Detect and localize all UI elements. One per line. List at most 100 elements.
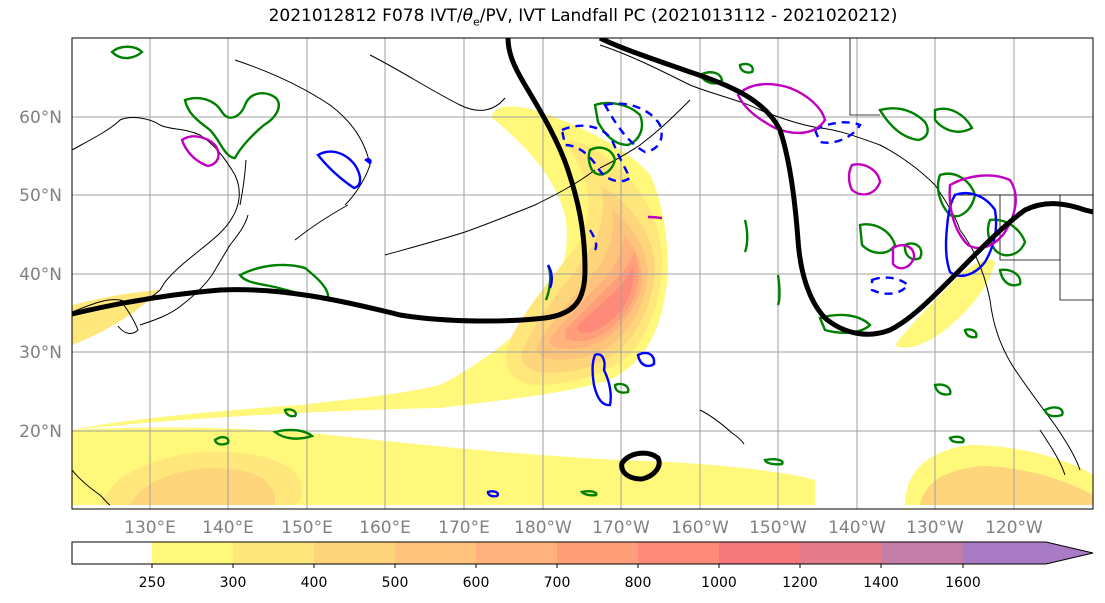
lon-label: 130°E	[124, 518, 176, 538]
theta-e-subtropic-5	[948, 406, 1064, 444]
lat-label: 60°N	[19, 108, 62, 128]
theta-e-subtropic-4	[579, 458, 784, 497]
pv-neg-kamchatka	[316, 150, 362, 190]
coast-baja	[1039, 429, 1066, 476]
lon-label: 180°W	[514, 518, 572, 538]
colorbar-labels: 250 300 400 500 600 700 800 1000 1200 14…	[139, 575, 981, 591]
anomaly-line-east	[598, 38, 1093, 337]
theta-e-coast	[986, 218, 1027, 287]
ivt-fill-600	[549, 236, 643, 349]
ivt-shading	[72, 106, 1093, 506]
border-alaska-canada	[849, 38, 880, 116]
coast-kuril	[294, 204, 349, 241]
theta-e-subtropic-6	[933, 328, 978, 396]
lon-label: 160°E	[359, 518, 411, 538]
colorbar-cell	[963, 542, 1046, 564]
colorbar-cell	[800, 542, 881, 564]
theta-e-subtropic-2	[283, 408, 297, 418]
colorbar-label: 600	[463, 575, 490, 591]
ivt-fill-700	[565, 252, 639, 342]
colorbar-label: 1600	[945, 575, 981, 591]
colorbar-cell	[719, 542, 800, 564]
colorbar-label: 1200	[782, 575, 818, 591]
pv-neg-gulf-dashed	[813, 121, 862, 144]
pv-pos-bc	[948, 174, 1017, 250]
colorbar-cell	[638, 542, 719, 564]
pv-neg-dateline	[591, 353, 612, 407]
theta-e-bering	[698, 62, 754, 85]
border-states	[999, 195, 1093, 301]
colorbar-cells	[72, 542, 1046, 564]
map-frame	[71, 37, 1094, 510]
lat-label: 40°N	[19, 265, 62, 285]
latitude-labels: 60°N 50°N 40°N 30°N 20°N	[19, 108, 62, 442]
anomaly-line-main	[72, 38, 588, 324]
pv-neg-small-1	[364, 158, 372, 165]
colorbar-extend-arrow	[1046, 542, 1093, 564]
pv-pos-bering	[736, 82, 827, 135]
lon-label: 120°W	[985, 518, 1043, 538]
lon-label: 130°W	[906, 518, 964, 538]
pv-pos-dateline	[647, 215, 663, 220]
colorbar-label: 700	[544, 575, 571, 591]
colorbar-cell	[152, 542, 233, 564]
lon-label: 140°E	[202, 518, 254, 538]
lat-label: 30°N	[19, 343, 62, 363]
lat-label: 50°N	[19, 186, 62, 206]
theta-e-asia-top	[110, 45, 144, 60]
coast-sakhalin	[239, 159, 247, 206]
colorbar-label: 400	[301, 575, 328, 591]
colorbar-cell	[476, 542, 557, 564]
lon-label: 160°W	[671, 518, 729, 538]
colorbar-label: 500	[382, 575, 409, 591]
colorbar-cell	[395, 542, 476, 564]
colorbar-label: 250	[139, 575, 166, 591]
pv-neg-dateline-3	[546, 264, 553, 289]
colorbar-label: 1000	[701, 575, 737, 591]
theta-e-asia-north	[183, 92, 280, 160]
map-panel	[72, 38, 1093, 509]
theta-e-tibet	[213, 435, 230, 446]
theta-e-subtropic-1	[272, 428, 315, 440]
colorbar: 250 300 400 500 600 700 800 1000 1200 14…	[71, 541, 1094, 591]
anomaly-line-subtropic	[619, 450, 662, 482]
lon-label: 140°W	[828, 518, 886, 538]
map-title: 2021012812 F078 IVT/θe/PV, IVT Landfall …	[268, 6, 898, 29]
pv-neg-aleutian-dashed	[603, 102, 663, 154]
ivt-anomaly-contour	[72, 38, 1093, 482]
colorbar-label: 800	[625, 575, 652, 591]
longitude-labels: 130°E 140°E 150°E 160°E 170°E 180°W 170°…	[124, 518, 1043, 538]
pv-neg-small-2	[486, 490, 500, 498]
ivt-fill-east-pacific-inner	[920, 466, 1093, 505]
colorbar-cell	[557, 542, 638, 564]
coast-aleutians	[384, 169, 596, 256]
pv-pos-ne-pacific	[891, 244, 916, 270]
coast-korea	[117, 299, 139, 334]
ivt-fill-california	[895, 259, 995, 348]
colorbar-label: 1400	[863, 575, 899, 591]
lon-label: 170°E	[438, 518, 490, 538]
theta-e-subtropic-3	[613, 382, 630, 394]
coast-hawaii	[699, 409, 745, 445]
pv-positive-contours	[180, 82, 1017, 270]
coast-alaska-peninsula	[599, 99, 691, 169]
pv-pos-asia	[180, 135, 220, 168]
theta-e-gulf-alaska	[878, 107, 974, 142]
pv-neg-bc	[944, 191, 998, 277]
colorbar-ticks	[151, 564, 964, 568]
coast-north-america	[959, 229, 1081, 471]
pv-neg-dateline-2	[588, 229, 598, 251]
colorbar-cell	[314, 542, 395, 564]
theta-e-aleutian-2	[587, 146, 617, 176]
pv-neg-subtropic	[636, 351, 656, 368]
colorbar-cell	[881, 542, 963, 564]
colorbar-cell	[233, 542, 314, 564]
theta-e-bc	[936, 172, 977, 218]
coast-japan	[139, 214, 249, 326]
lon-label: 170°W	[592, 518, 650, 538]
ivt-fill-800	[577, 265, 634, 334]
pv-negative-contours	[316, 102, 998, 498]
colorbar-outline	[71, 541, 1094, 565]
pv-pos-gulf	[847, 163, 882, 196]
